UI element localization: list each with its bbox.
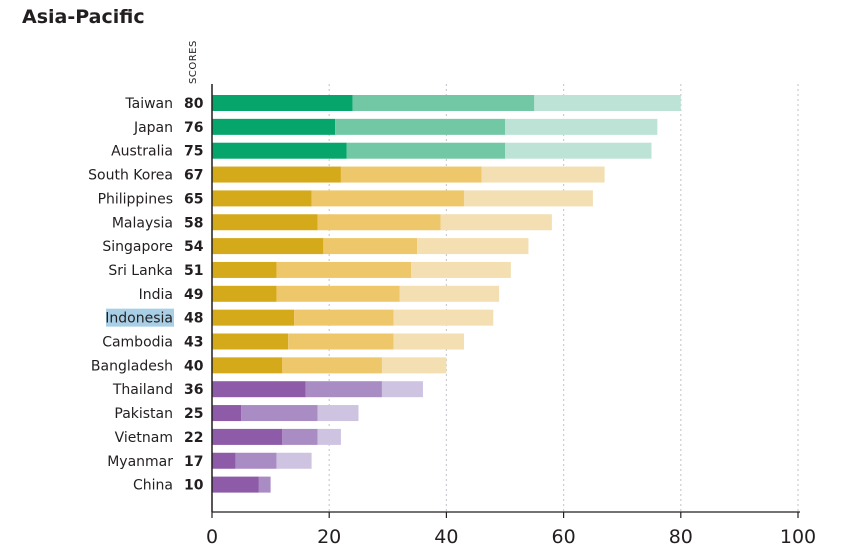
bar-segment-2	[235, 452, 277, 469]
bar-segment-2	[305, 381, 382, 398]
score-label: 67	[184, 168, 203, 184]
bar-segment-1	[212, 285, 277, 302]
score-label: 10	[184, 478, 204, 494]
x-tick-label: 60	[552, 526, 576, 548]
bar-segment-3	[381, 357, 447, 374]
x-tick-label: 80	[669, 526, 693, 548]
category-label: Myanmar	[107, 454, 173, 470]
bar-segment-2	[311, 190, 464, 207]
category-label: Cambodia	[102, 335, 173, 351]
bar-segment-1	[212, 357, 283, 374]
score-label: 58	[184, 215, 203, 231]
x-tick-label: 100	[780, 526, 816, 548]
bar-segment-1	[212, 214, 318, 231]
score-label: 76	[184, 120, 203, 136]
bar-segment-3	[481, 166, 605, 183]
score-label: 25	[184, 406, 203, 422]
score-label: 54	[184, 239, 204, 255]
bar-segment-3	[411, 261, 511, 278]
bar-segment-2	[258, 476, 271, 493]
bar-segment-3	[317, 405, 359, 422]
x-tick-label: 40	[434, 526, 458, 548]
category-label: Japan	[133, 120, 173, 136]
bar-segment-1	[212, 428, 283, 445]
bar-segment-1	[212, 452, 236, 469]
bar-segment-3	[399, 285, 500, 302]
category-label: Bangladesh	[91, 358, 173, 374]
bar-segment-3	[393, 333, 464, 350]
bar-segment-3	[276, 452, 312, 469]
bar-segment-2	[282, 357, 382, 374]
category-label: Thailand	[112, 382, 173, 398]
score-label: 48	[184, 311, 203, 327]
x-tick-label: 0	[206, 526, 218, 548]
category-label: Indonesia	[105, 311, 173, 327]
bar-segment-1	[212, 142, 347, 159]
bar-segment-2	[282, 428, 318, 445]
bar-segment-1	[212, 190, 312, 207]
score-label: 80	[184, 96, 204, 112]
bar-segment-1	[212, 476, 259, 493]
category-label: Australia	[111, 144, 173, 160]
category-label: India	[139, 287, 173, 303]
category-label: Taiwan	[124, 96, 173, 112]
bar-segment-1	[212, 261, 277, 278]
bar-segment-3	[417, 238, 529, 255]
category-label: Pakistan	[114, 406, 173, 422]
bar-segment-1	[212, 118, 336, 135]
bar-segment-1	[212, 381, 306, 398]
bar-segment-1	[212, 95, 353, 111]
bar-segment-3	[463, 190, 593, 207]
bar-segment-2	[352, 95, 535, 111]
bar-segment-3	[317, 428, 341, 445]
bar-segment-2	[276, 261, 412, 278]
bar-segment-3	[505, 142, 652, 159]
bar-segment-2	[241, 405, 318, 422]
score-label: 49	[184, 287, 203, 303]
bar-segment-3	[534, 95, 681, 111]
score-label: 36	[184, 382, 203, 398]
score-label: 43	[184, 335, 203, 351]
category-label: Sri Lanka	[108, 263, 173, 279]
bar-segment-1	[212, 333, 289, 350]
bar-segment-2	[335, 118, 505, 135]
category-label: Philippines	[98, 191, 173, 207]
bar-segment-2	[340, 166, 482, 183]
score-label: 75	[184, 144, 203, 160]
score-label: 65	[184, 191, 203, 207]
bar-segment-2	[317, 214, 441, 231]
score-label: 22	[184, 430, 203, 446]
category-label: Singapore	[102, 239, 173, 255]
bar-segment-2	[346, 142, 505, 159]
category-label: South Korea	[88, 168, 173, 184]
bar-segment-3	[381, 381, 423, 398]
score-label: 17	[184, 454, 203, 470]
score-label: 40	[184, 358, 204, 374]
bar-segment-2	[323, 238, 418, 255]
bar-segment-3	[440, 214, 552, 231]
bar-segment-3	[505, 118, 658, 135]
bar-segment-2	[276, 285, 400, 302]
bar-segment-3	[393, 309, 494, 326]
bar-segment-1	[212, 166, 341, 183]
scores-header: SCORES	[188, 40, 199, 84]
chart-title: Asia-Pacific	[22, 6, 145, 28]
bar-segment-1	[212, 238, 324, 255]
bar-segment-1	[212, 405, 242, 422]
category-label: China	[133, 478, 173, 494]
category-label: Vietnam	[115, 430, 173, 446]
score-label: 51	[184, 263, 203, 279]
highlight-indonesia	[106, 308, 174, 327]
bar-segment-2	[294, 309, 394, 326]
bar-segment-1	[212, 309, 295, 326]
category-label: Malaysia	[112, 215, 173, 231]
bar-segment-2	[288, 333, 394, 350]
x-tick-label: 20	[317, 526, 341, 548]
